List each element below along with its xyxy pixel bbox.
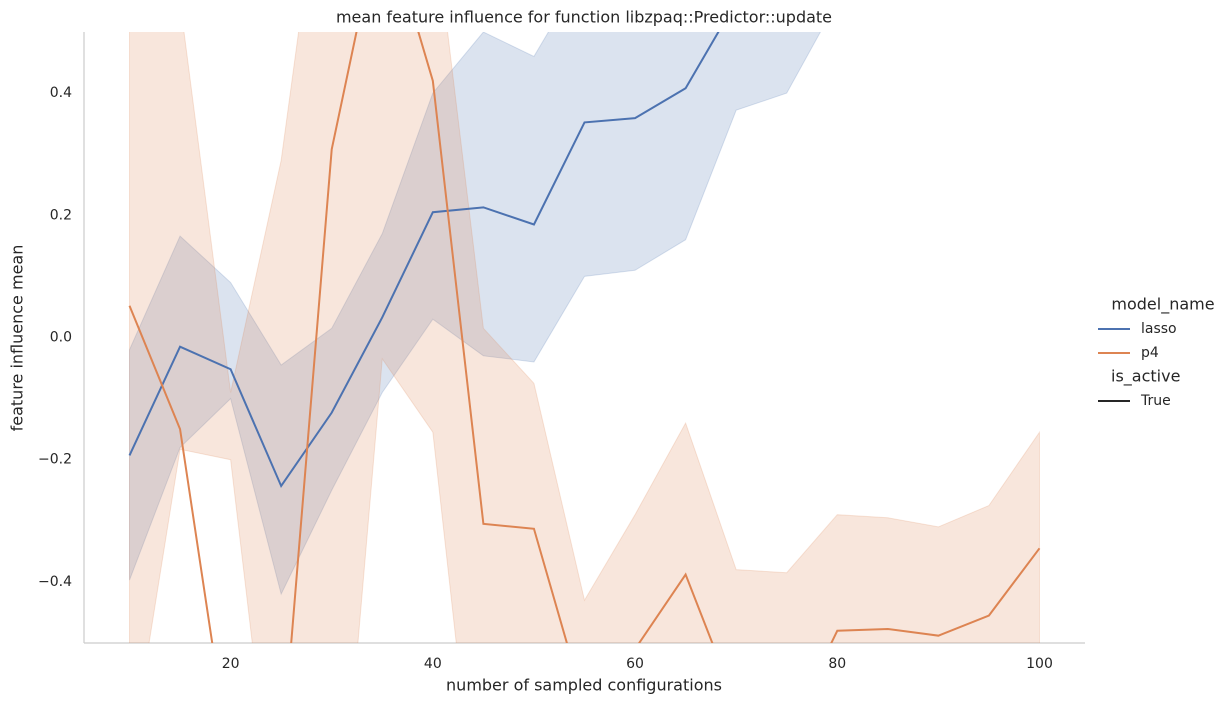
y-tick-label: −0.4 xyxy=(38,574,72,590)
x-axis-label: number of sampled configurations xyxy=(446,676,722,695)
plot-area xyxy=(128,32,1041,643)
legend-title: model_name xyxy=(1111,295,1214,315)
legend-label: True xyxy=(1140,393,1171,409)
y-tick-label: 0.0 xyxy=(50,330,72,346)
legend-title: is_active xyxy=(1111,367,1180,387)
legend-label: lasso xyxy=(1141,321,1177,337)
y-tick-label: 0.4 xyxy=(50,85,72,101)
x-tick-label: 40 xyxy=(424,656,442,672)
x-tick-label: 60 xyxy=(626,656,644,672)
chart-title: mean feature influence for function libz… xyxy=(336,8,832,27)
x-tick-label: 80 xyxy=(828,656,846,672)
series-line xyxy=(128,32,1041,643)
x-tick-label: 20 xyxy=(222,656,240,672)
legend-label: p4 xyxy=(1141,345,1159,361)
confidence-band xyxy=(129,32,1040,643)
y-axis-label: feature influence mean xyxy=(8,245,27,432)
y-tick-label: −0.2 xyxy=(38,452,72,468)
y-tick-label: 0.2 xyxy=(50,207,72,223)
series-line xyxy=(128,32,720,489)
x-tick-label: 100 xyxy=(1026,656,1053,672)
confidence-band xyxy=(129,32,821,596)
